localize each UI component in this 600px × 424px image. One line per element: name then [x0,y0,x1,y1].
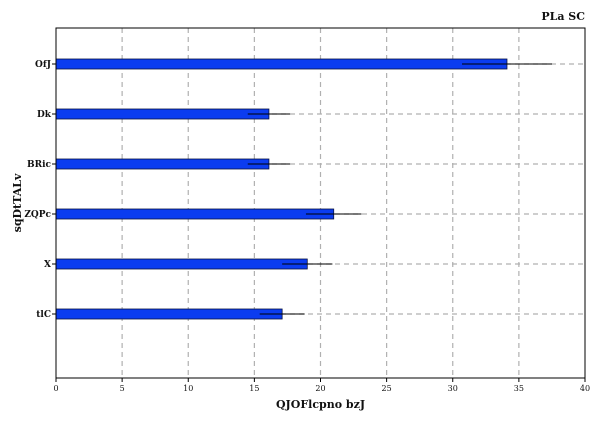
bar-X [55,258,308,270]
x-tick-label: 15 [249,384,259,393]
category-label-Dk: Dk [37,110,52,120]
bar-OfJ [55,58,508,70]
category-label-OfJ: OfJ [35,60,51,70]
category-label-tlC: tlC [36,310,51,320]
y-axis-title: sqDtTALv [11,173,24,232]
bar-tlC [55,308,283,320]
x-tick-label: 40 [580,384,590,393]
x-axis-title: QJOFlcpno bzJ [276,398,365,411]
error-bars-layer [247,63,552,315]
bar-Dk [55,108,270,120]
x-tick-label: 35 [514,384,524,393]
category-label-X: X [44,260,51,270]
category-label-ZQPc: ZQPc [24,210,51,220]
bar-BRic [55,158,270,170]
bar-ZQPc [55,208,335,220]
x-tick-label: 5 [120,384,125,393]
bars-layer [55,58,508,320]
x-tick-label: 10 [183,384,193,393]
x-tick-label: 30 [448,384,458,393]
x-ticks-layer: 0 5 10 15 20 25 30 35 40 [53,378,590,393]
grid-layer [56,28,585,378]
x-tick-label: 25 [382,384,392,393]
category-label-BRic: BRic [27,160,52,170]
chart-title: PLa SC [541,10,585,23]
x-tick-label: 0 [53,384,58,393]
x-tick-label: 20 [315,384,325,393]
